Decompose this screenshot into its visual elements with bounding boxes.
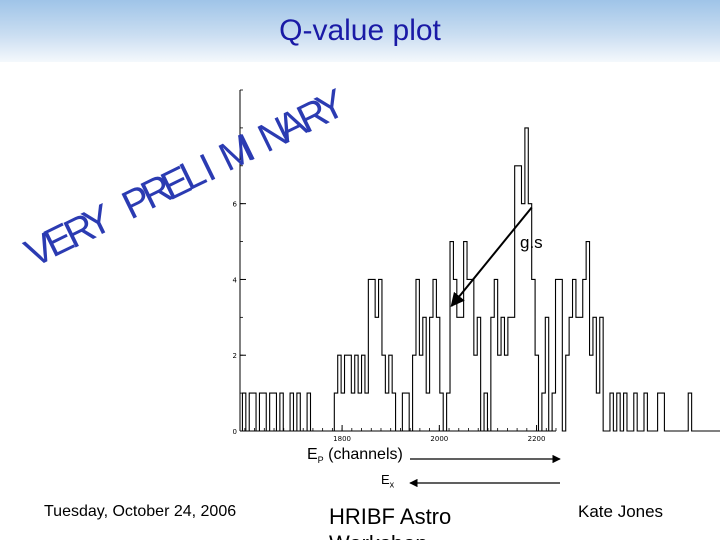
- ep-main: E: [307, 446, 318, 463]
- footer-conference: HRIBF Astro Workshop: [329, 504, 452, 540]
- ground-state-label: g.s: [520, 233, 543, 252]
- ex-axis-label: Ex: [381, 472, 394, 490]
- slide-title: Q-value plot: [279, 14, 441, 47]
- y-tick-label: 2: [233, 352, 237, 360]
- annotation-arrows: [409, 206, 561, 488]
- ground-state-arrow: [450, 206, 533, 308]
- plot-axes: 0 2 4 6 1800 2000 2200: [233, 89, 557, 443]
- ex-sub: x: [389, 479, 395, 490]
- ex-main: E: [381, 472, 390, 487]
- title-band: [0, 0, 720, 62]
- histogram-series: [241, 127, 720, 432]
- x-tick-label: 1800: [333, 435, 351, 443]
- y-tick-label: 6: [233, 201, 238, 209]
- footer-date: Tuesday, October 24, 2006: [44, 503, 237, 520]
- y-tick-label: 0: [233, 428, 237, 436]
- ep-sub: P: [317, 455, 324, 466]
- x-tick-label: 2200: [528, 435, 546, 443]
- footer-author: Kate Jones: [578, 502, 664, 521]
- x-tick-label: 2000: [430, 435, 448, 443]
- y-tick-label: 4: [233, 276, 238, 284]
- histogram-line: [241, 127, 720, 432]
- ep-rest: (channels): [323, 446, 403, 463]
- ep-axis-label: EP (channels): [307, 446, 403, 465]
